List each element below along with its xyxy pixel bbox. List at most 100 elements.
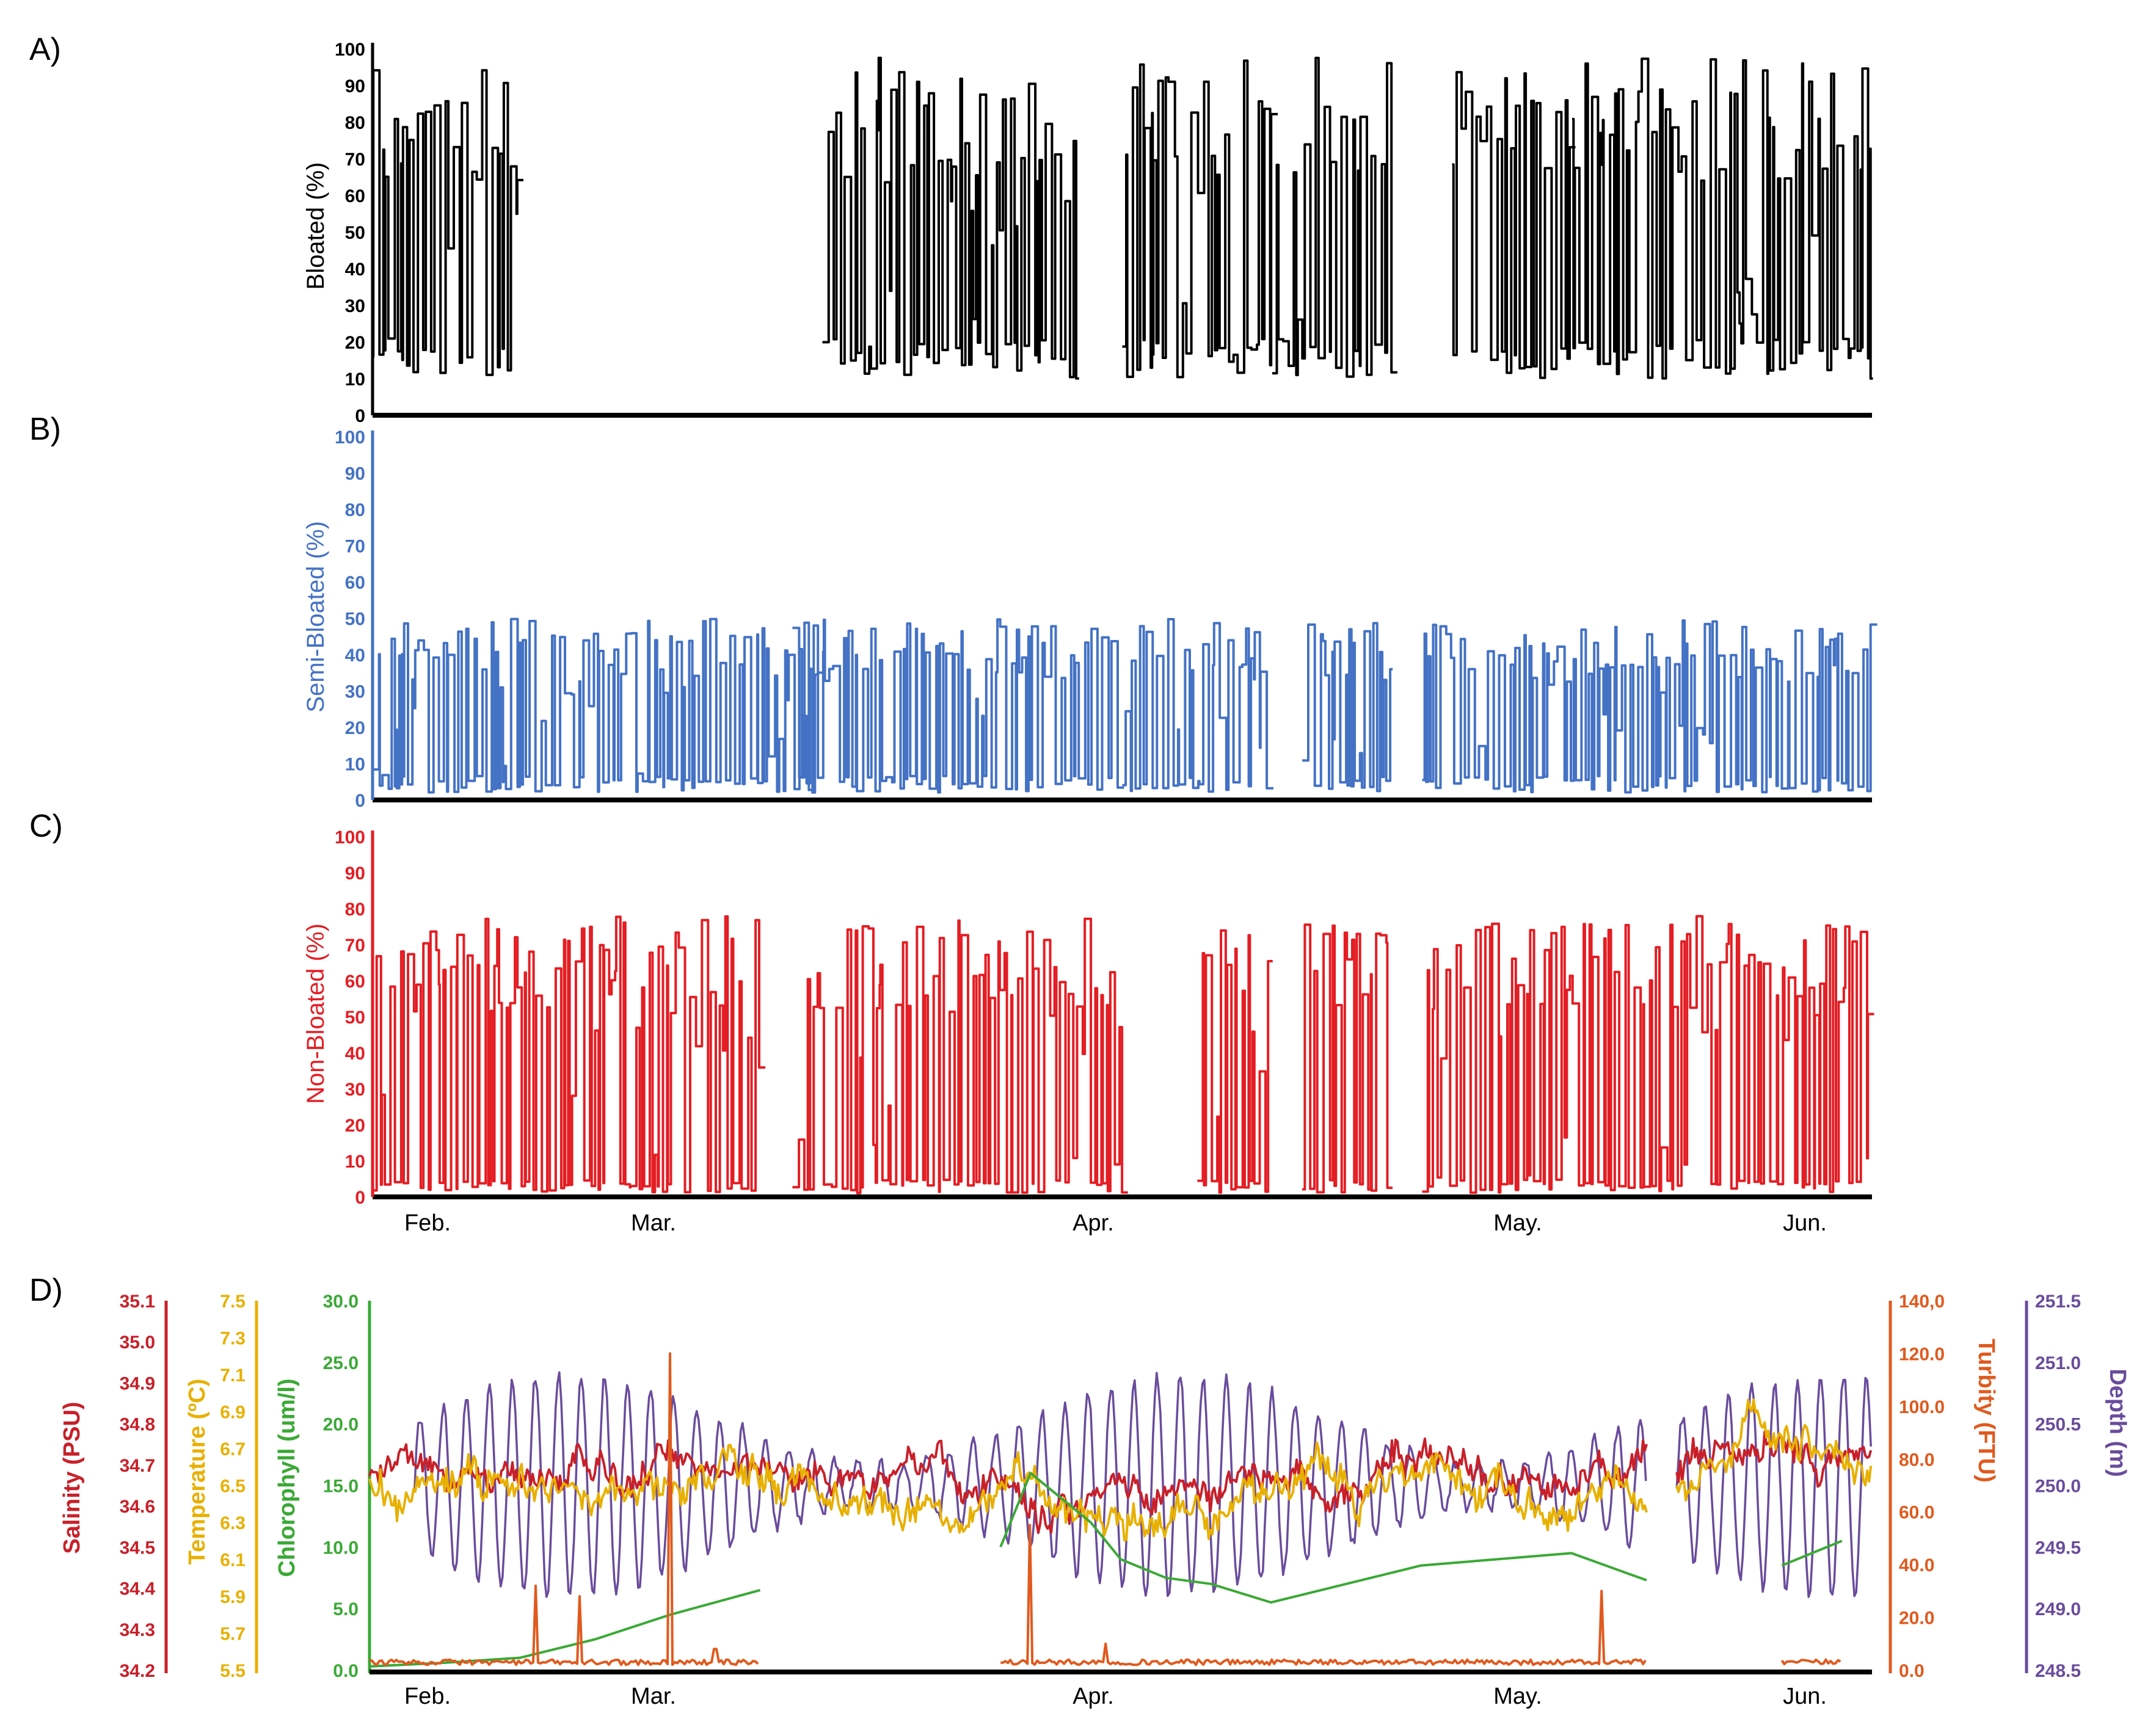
y-tick-label: 40 (345, 1044, 365, 1064)
y-tick-label: 5.7 (220, 1624, 246, 1644)
y-tick-label: 34.7 (120, 1456, 155, 1476)
y-tick-label: 6.5 (220, 1477, 246, 1497)
y-tick-label: 5.5 (220, 1661, 246, 1681)
axis-title-turbity: Turbity (FTU) (1973, 1339, 1999, 1483)
y-tick-label: 0 (355, 791, 365, 811)
panel-label-a: A) (29, 32, 61, 67)
series-line-bloated (822, 56, 1079, 380)
y-tick-label: 60 (345, 186, 365, 206)
series-line-turbity (369, 1352, 759, 1666)
y-tick-label: 10.0 (323, 1538, 359, 1558)
y-tick-label: 5.0 (333, 1599, 359, 1619)
y-tick-label: 7.5 (220, 1292, 246, 1312)
axis-title-depth: Depth (m) (2105, 1368, 2130, 1477)
y-tick-label: 249.0 (2035, 1599, 2081, 1619)
y-tick-label: 0 (355, 1188, 365, 1208)
series-line-temperature (1675, 1398, 1873, 1502)
y-tick-label: 20 (345, 718, 365, 738)
y-tick-label: 10 (345, 755, 365, 775)
y-tick-label: 40 (345, 645, 365, 666)
y-tick-label: 30 (345, 296, 365, 316)
y-tick-label: 6.3 (220, 1513, 246, 1533)
y-tick-label: 50 (345, 223, 365, 243)
series-line-depth (1675, 1376, 1872, 1598)
y-tick-label: 80 (345, 899, 365, 920)
x-tick-label: Mar. (631, 1684, 676, 1709)
series-line-non-bloated (792, 917, 1128, 1194)
series-line-bloated (1122, 59, 1278, 379)
x-tick-label: Jun. (1783, 1210, 1827, 1236)
y-tick-label: 7.3 (220, 1329, 246, 1349)
y-tick-label: 35.0 (120, 1332, 155, 1353)
y-tick-label: 20 (345, 1116, 365, 1136)
y-tick-label: 20.0 (323, 1415, 359, 1435)
y-tick-label: 250.0 (2035, 1477, 2081, 1497)
series-line-non-bloated (1197, 929, 1273, 1194)
y-tick-label: 70 (345, 936, 365, 956)
y-tick-label: 80 (345, 500, 365, 520)
y-tick-label: 90 (345, 76, 365, 96)
y-tick-label: 34.4 (120, 1579, 156, 1599)
x-tick-label: Jun. (1783, 1684, 1827, 1709)
y-tick-label: 35.1 (120, 1292, 155, 1312)
y-tick-label: 50 (345, 1008, 365, 1028)
series-line-semi-bloated (792, 618, 1124, 794)
axis-title-chlorophyll: Chlorophyll (um/l) (274, 1378, 300, 1577)
series-line-turbity (1780, 1658, 1841, 1665)
series-line-temperature (368, 1441, 1648, 1542)
y-tick-label: 251.0 (2035, 1353, 2081, 1373)
y-tick-label: 60 (345, 573, 365, 593)
y-tick-label: 34.3 (120, 1620, 155, 1640)
y-tick-label: 251.5 (2035, 1292, 2081, 1312)
y-tick-label: 248.5 (2035, 1661, 2081, 1681)
series-line-bloated (1452, 71, 1576, 379)
y-tick-label: 250.5 (2035, 1415, 2081, 1435)
series-line-non-bloated (1302, 923, 1393, 1194)
y-tick-label: 10 (345, 1152, 365, 1172)
y-tick-label: 50 (345, 609, 365, 630)
series-line-semi-bloated (1122, 618, 1273, 793)
y-tick-label: 100 (335, 827, 365, 848)
series-line-chlorophyll (1781, 1539, 1843, 1567)
series-line-bloated (1572, 57, 1873, 380)
y-tick-label: 30 (345, 682, 365, 702)
y-tick-label: 30.0 (323, 1292, 359, 1312)
y-tick-label: 6.1 (220, 1550, 246, 1571)
y-tick-label: 20.0 (1899, 1608, 1934, 1629)
panel-label-c: C) (29, 809, 63, 844)
x-tick-label: Feb. (404, 1684, 451, 1709)
y-tick-label: 80 (345, 113, 365, 133)
y-tick-label: 40 (345, 260, 365, 280)
series-line-semi-bloated (1422, 619, 1877, 794)
x-tick-label: Apr. (1073, 1684, 1114, 1709)
y-tick-label: 0.0 (1899, 1661, 1925, 1681)
y-axis-title-bloated: Bloated (%) (302, 162, 329, 290)
y-tick-label: 60 (345, 972, 365, 992)
y-tick-label: 100 (335, 40, 365, 60)
y-tick-label: 90 (345, 863, 365, 884)
series-line-chlorophyll (999, 1472, 1647, 1604)
y-tick-label: 34.9 (120, 1373, 155, 1394)
panel-label-d: D) (29, 1273, 63, 1308)
series-line-chlorophyll (369, 1588, 761, 1668)
y-tick-label: 0.0 (333, 1661, 359, 1681)
x-tick-label: Mar. (631, 1210, 676, 1236)
y-tick-label: 7.1 (220, 1365, 246, 1386)
series-line-turbity (1000, 1524, 1647, 1666)
y-tick-label: 34.5 (120, 1538, 155, 1558)
series-line-semi-bloated (1302, 622, 1393, 793)
series-line-non-bloated (1422, 915, 1874, 1194)
series-line-bloated (372, 69, 523, 376)
y-tick-label: 80.0 (1899, 1450, 1934, 1470)
x-tick-label: Feb. (404, 1210, 451, 1236)
y-tick-label: 60.0 (1899, 1503, 1934, 1523)
x-tick-label: May. (1493, 1210, 1542, 1236)
x-tick-label: Apr. (1073, 1210, 1114, 1236)
y-tick-label: 70 (345, 150, 365, 170)
y-axis-title-non-bloated: Non-Bloated (%) (302, 923, 329, 1104)
series-line-non-bloated (373, 915, 766, 1194)
y-tick-label: 30 (345, 1080, 365, 1100)
series-line-bloated (1272, 56, 1397, 378)
y-tick-label: 34.2 (120, 1661, 155, 1681)
